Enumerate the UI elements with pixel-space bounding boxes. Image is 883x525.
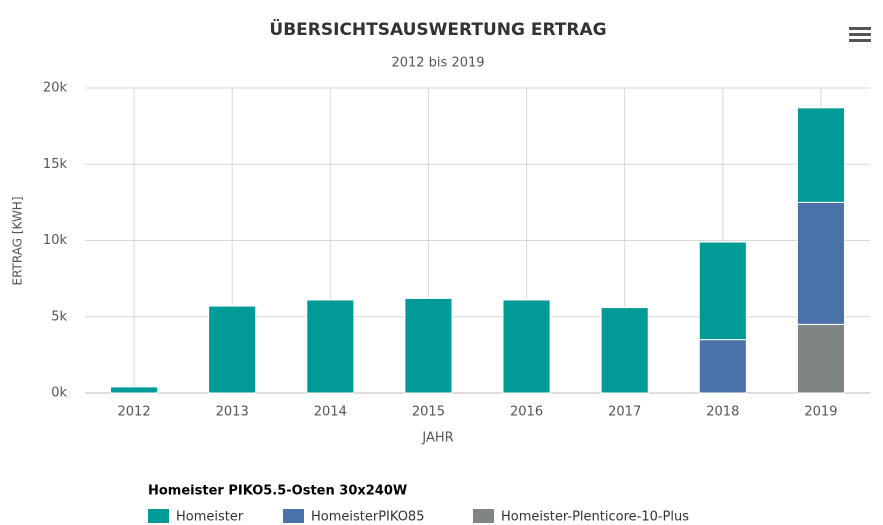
x-tick-label: 2015 [412,405,445,420]
bar-segment [698,241,747,341]
y-tick-label: 10k [43,233,68,248]
x-axis-title: JAHR [421,431,453,446]
y-tick-label: 15k [43,157,68,172]
bar-segment [306,299,355,394]
x-tick-label: 2016 [510,405,543,420]
chart-title: ÜBERSICHTSAUSWERTUNG ERTRAG [269,18,606,40]
bar-segment [502,299,551,394]
bar-segment [110,386,159,394]
bar-segment [796,323,845,394]
menu-bar [849,33,871,36]
chart-subtitle: 2012 bis 2019 [391,56,484,71]
menu-bar [849,39,871,42]
bar-segment [796,201,845,325]
legend-label: Homeister [176,510,244,525]
legend-swatch [148,509,169,523]
y-tick-label: 5k [51,309,67,324]
y-axis-title: ERTRAG [KWH] [11,196,25,285]
x-tick-label: 2018 [706,405,739,420]
x-tick-label: 2014 [314,405,347,420]
legend-swatch [473,509,494,523]
bar-segment [796,107,845,203]
x-tick-label: 2012 [118,405,151,420]
menu-button[interactable] [849,27,871,42]
legend-label: HomeisterPIKO85 [311,510,424,525]
legend-title: Homeister PIKO5.5-Osten 30x240W [148,484,407,499]
bar-segment [208,305,257,394]
legend-swatch [283,509,304,523]
y-tick-label: 0k [51,386,67,401]
menu-bar [849,27,871,30]
x-tick-label: 2017 [608,405,641,420]
bar-segment [600,307,649,394]
bar-segment [698,339,747,394]
y-tick-label: 20k [43,81,68,96]
x-tick-label: 2019 [804,405,837,420]
legend-label: Homeister-Plenticore-10-Plus [501,510,689,525]
x-tick-label: 2013 [216,405,249,420]
bar-segment [404,297,453,394]
